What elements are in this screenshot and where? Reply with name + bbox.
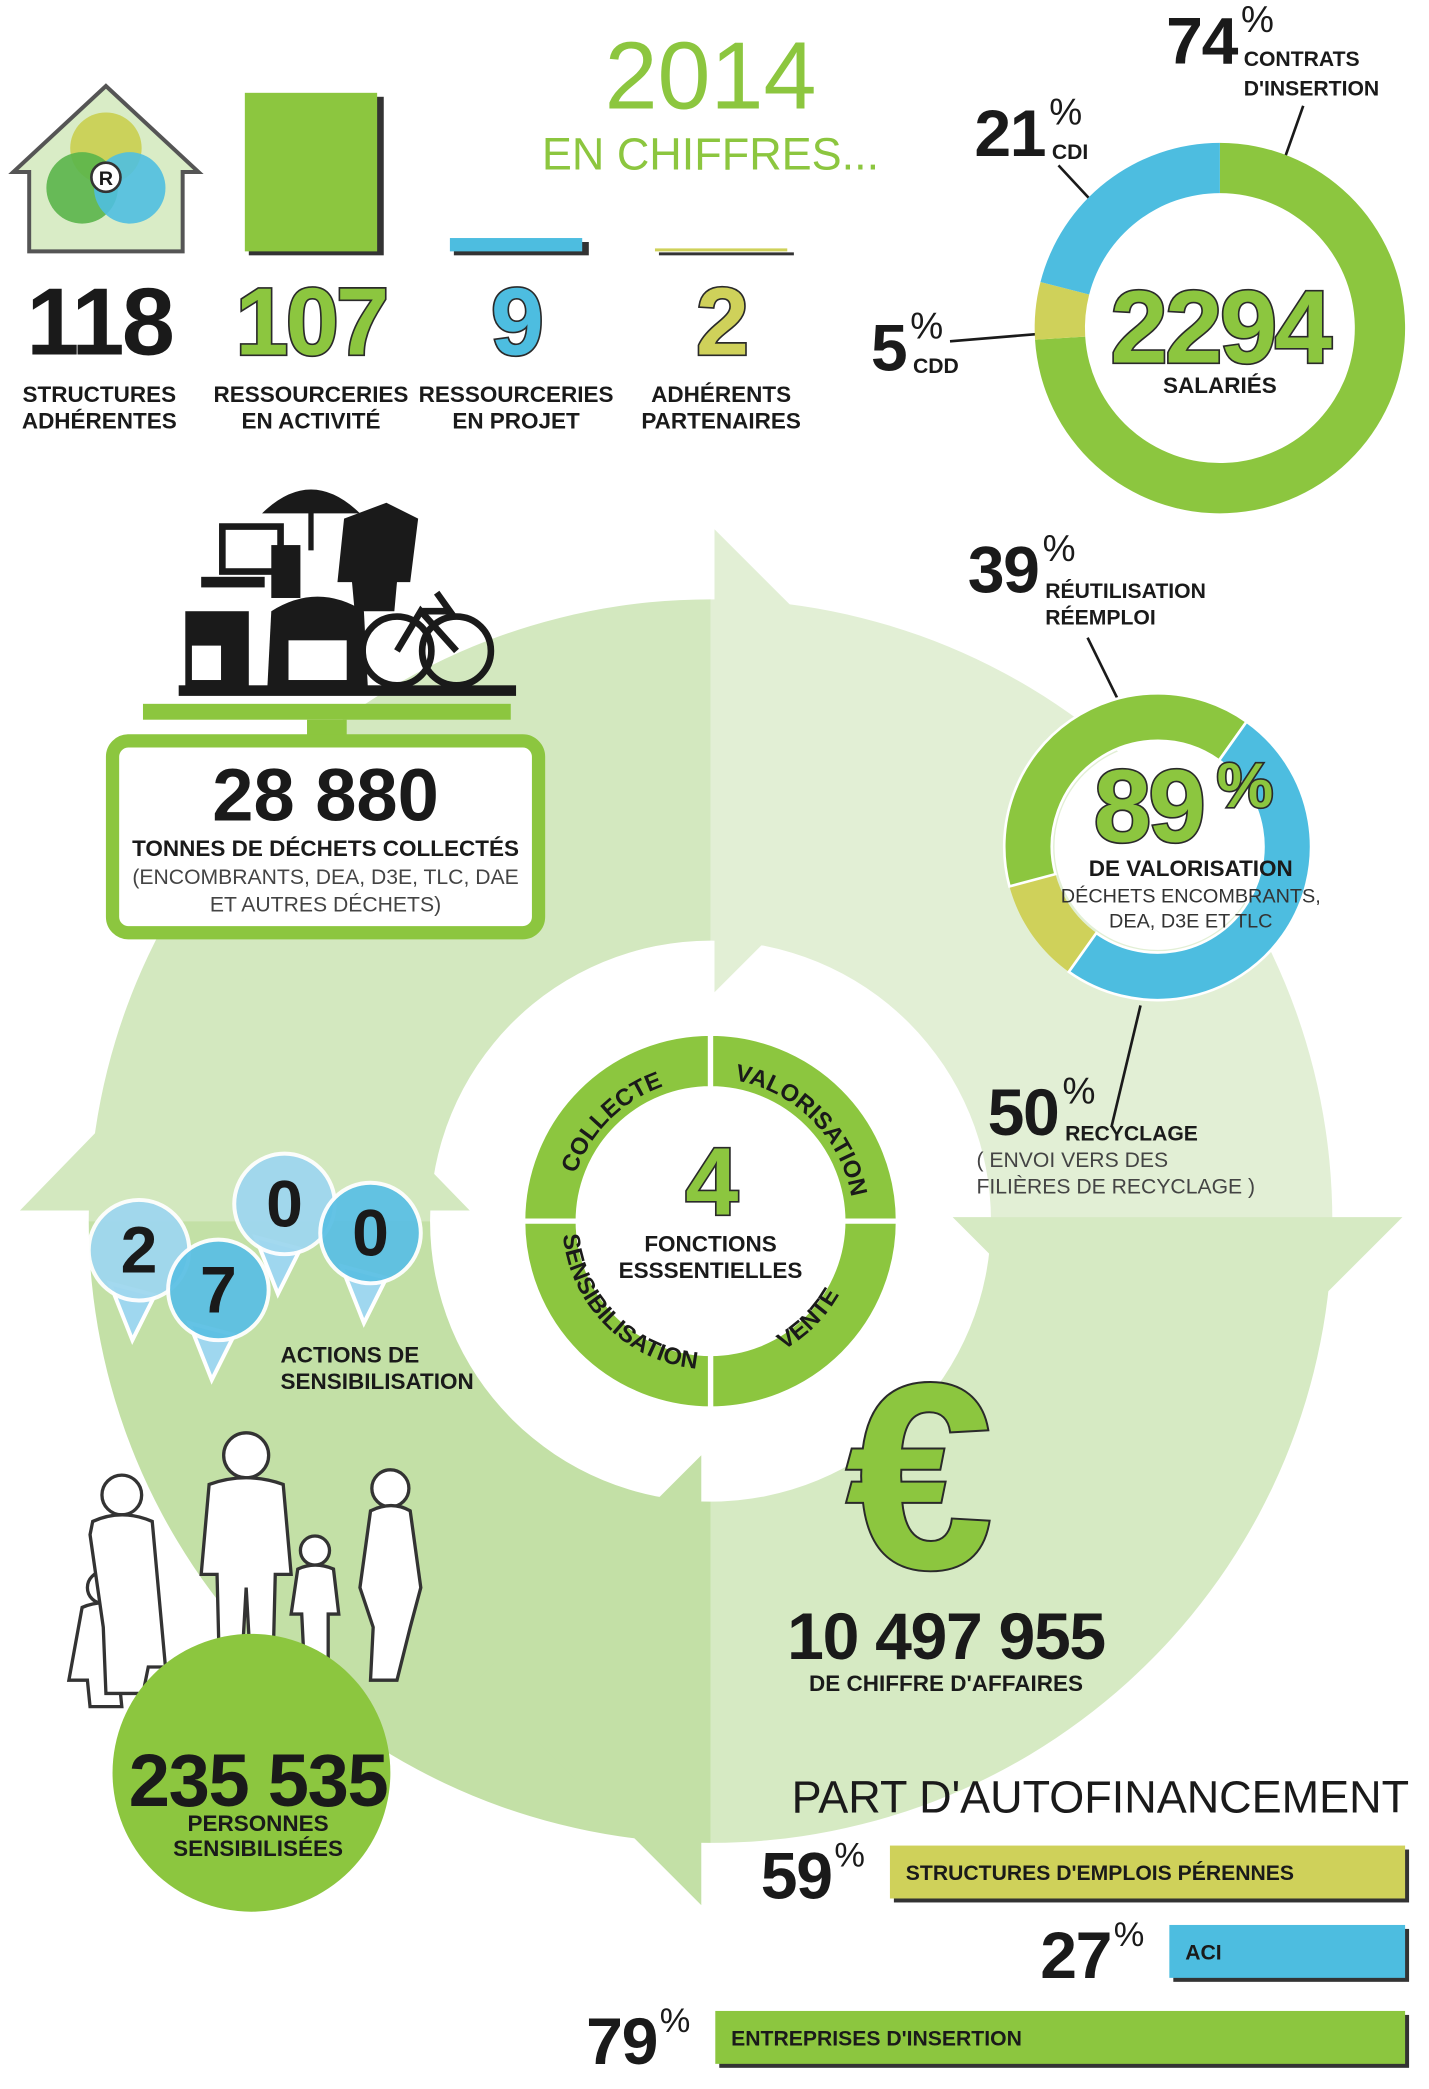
percent-sign: % (910, 305, 943, 347)
revenue-value: 10 497 955 (787, 1600, 1105, 1674)
waste-detail: ET AUTRES DÉCHETS) (210, 892, 441, 917)
stat-label: RESSOURCERIES (419, 382, 614, 407)
people-circle (112, 1633, 391, 1912)
stat-value: 118 (26, 270, 172, 376)
self-financing-title: PART D'AUTOFINANCEMENT (792, 1771, 1409, 1822)
bubble-digit: 2 (121, 1214, 158, 1288)
people-label: PERSONNES (187, 1811, 328, 1836)
bubble (166, 1237, 271, 1343)
functions-label: FONCTIONS (644, 1232, 776, 1257)
valorisation-label: DE VALORISATION (1089, 856, 1293, 881)
bar (889, 1845, 1406, 1899)
stat-label: EN PROJET (452, 409, 580, 434)
percent-sign: % (1049, 90, 1082, 132)
percent-sign: % (1241, 0, 1274, 40)
euro-symbol: € (846, 1329, 993, 1625)
valorisation-sign: % (1217, 751, 1272, 821)
waste-label: TONNES DE DÉCHETS COLLECTÉS (132, 836, 519, 861)
segment-label: D'INSERTION (1244, 77, 1380, 100)
bar-percent-sign: % (1114, 1916, 1145, 1954)
subtitle: EN CHIFFRES... (542, 128, 879, 179)
wheel-segment (520, 1218, 714, 1412)
stat-value: 107 (235, 270, 386, 376)
bar-percent-sign: % (834, 1837, 865, 1875)
revenue-label: DE CHIFFRE D'AFFAIRES (809, 1671, 1083, 1696)
bubble-digit: 0 (266, 1167, 303, 1241)
stat-bar (244, 92, 378, 252)
arrow-head (19, 979, 470, 1211)
stat-bar (449, 238, 583, 252)
house-letter: R (99, 168, 113, 190)
stat-label: STRUCTURES (22, 382, 176, 407)
segment-label: RÉEMPLOI (1045, 604, 1156, 629)
stat-label: ADHÉRENTS (651, 382, 791, 407)
stat-value: 2 (696, 270, 746, 376)
arrow-head (952, 1217, 1403, 1443)
actions-label: SENSIBILISATION (281, 1369, 474, 1394)
percent-sign: % (1062, 1069, 1095, 1111)
percent-value: 39 (968, 534, 1039, 608)
wheel-segment (520, 1030, 714, 1224)
donut-segment (1002, 691, 1249, 889)
bar-percent: 27 (1040, 1919, 1111, 1993)
arrow-head (714, 529, 947, 993)
percent-value: 5 (871, 311, 906, 385)
donut-segment (1040, 142, 1220, 295)
total-label: SALARIÉS (1163, 373, 1277, 398)
bar-percent: 59 (761, 1839, 832, 1913)
total-value: 2294 (1110, 269, 1331, 384)
percent-sign: % (1043, 527, 1076, 569)
actions-label: ACTIONS DE (281, 1343, 420, 1368)
bar-label: ACI (1185, 1941, 1221, 1964)
bar (1169, 1924, 1406, 1978)
valorisation-detail: DÉCHETS ENCOMBRANTS, (1061, 884, 1321, 907)
bar-label: STRUCTURES D'EMPLOIS PÉRENNES (906, 1860, 1294, 1885)
waste-detail: (ENCOMBRANTS, DEA, D3E, TLC, DAE (132, 866, 518, 889)
arrow-head (476, 1455, 702, 1906)
bar-label: ENTREPRISES D'INSERTION (731, 2027, 1022, 2050)
donut-center (1054, 743, 1261, 950)
stat-bar (654, 248, 788, 252)
percent-value: 50 (988, 1076, 1059, 1150)
waste-box (105, 734, 546, 940)
stat-label: PARTENAIRES (641, 409, 801, 434)
waste-value: 28 880 (212, 753, 439, 836)
donut-segment (1066, 719, 1313, 1002)
stat-bar-shadow (658, 252, 794, 256)
segment-note: ( ENVOI VERS DES (976, 1149, 1168, 1172)
donut-segment (1034, 282, 1090, 340)
bubble-digit: 0 (352, 1197, 389, 1271)
percent-value: 74 (1166, 5, 1238, 79)
segment-label: CDD (913, 355, 959, 378)
year: 2014 (605, 23, 817, 129)
segment-note: FILIÈRES DE RECYCLAGE ) (976, 1173, 1255, 1198)
segment-label: RÉUTILISATION (1045, 578, 1206, 603)
people-label: SENSIBILISÉES (173, 1836, 343, 1861)
stat-value: 9 (491, 270, 541, 376)
stat-label: ADHÉRENTES (22, 409, 177, 434)
bar-percent-sign: % (660, 2002, 691, 2040)
bubble (318, 1180, 423, 1286)
stat-label: RESSOURCERIES (214, 382, 409, 407)
functions-count: 4 (685, 1130, 738, 1236)
bar-percent: 79 (586, 2005, 657, 2079)
segment-label: CDI (1052, 141, 1088, 164)
people-icon (66, 1431, 423, 1709)
bar (715, 2010, 1406, 2064)
functions-label: ESSSENTIELLES (619, 1258, 803, 1283)
segment-label: RECYCLAGE (1065, 1122, 1198, 1145)
stat-label: EN ACTIVITÉ (241, 409, 380, 434)
valorisation-detail: DEA, D3E ET TLC (1109, 910, 1272, 932)
segment-label: CONTRATS (1244, 48, 1360, 71)
bubble-digit: 7 (200, 1253, 237, 1327)
valorisation-value: 89 (1094, 748, 1203, 863)
people-value: 235 535 (129, 1739, 388, 1822)
house-icon (8, 83, 204, 254)
percent-value: 21 (974, 97, 1045, 171)
